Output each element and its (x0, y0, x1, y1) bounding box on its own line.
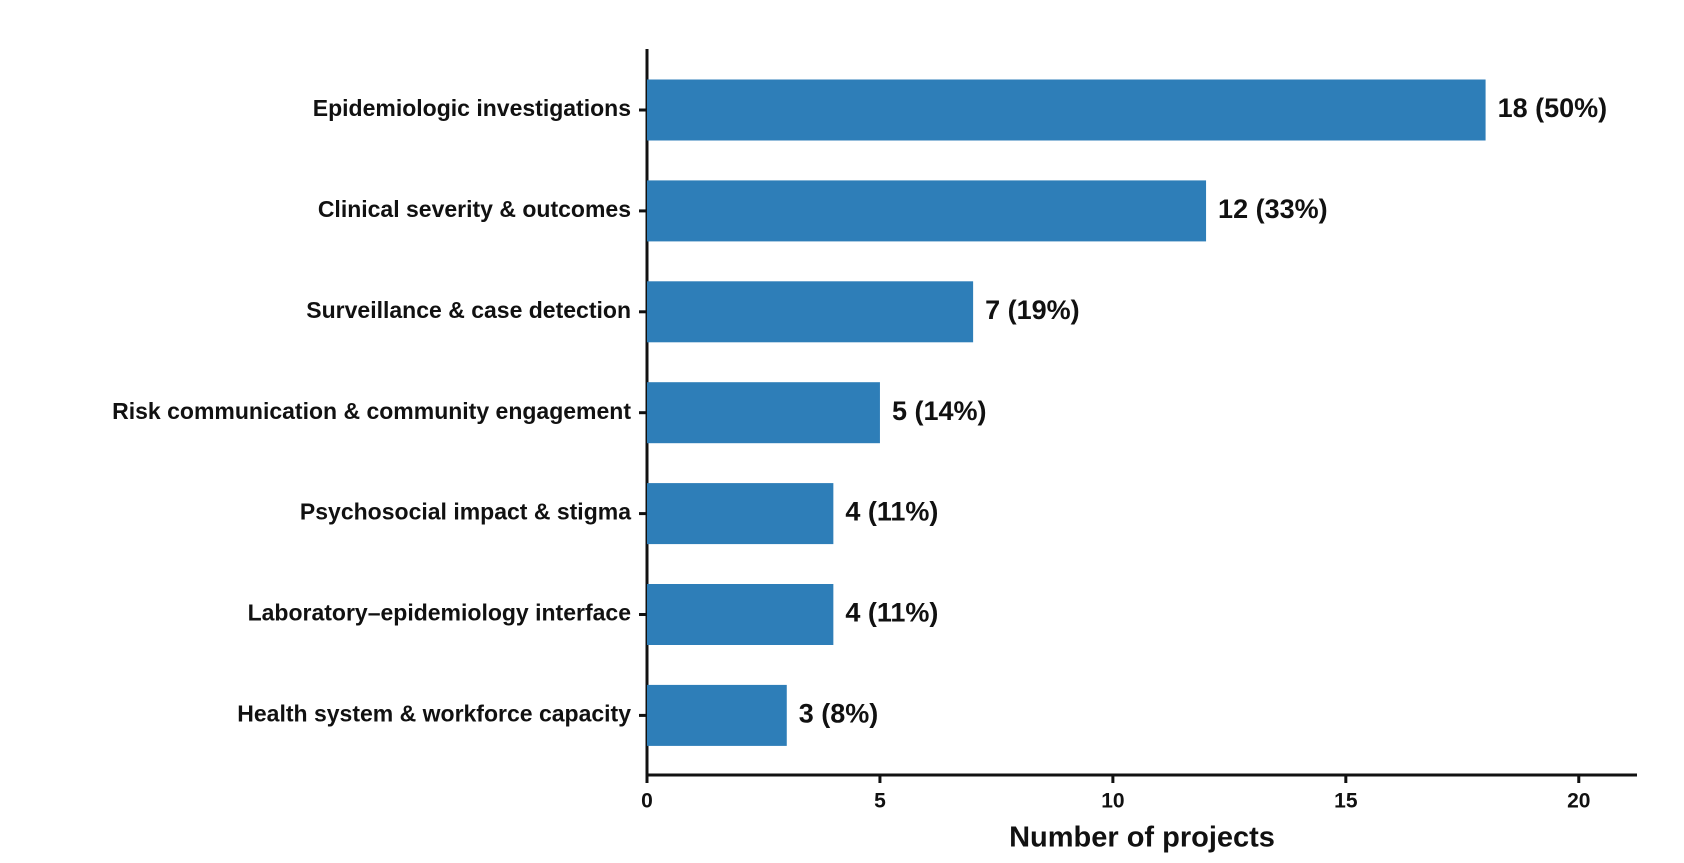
value-label: 12 (33%) (1218, 194, 1328, 224)
x-tick-label: 10 (1101, 790, 1124, 813)
y-tick-label: Surveillance & case detection (306, 297, 631, 323)
value-label: 4 (11%) (845, 598, 938, 628)
x-tick-label: 0 (641, 790, 653, 813)
x-axis-label: Number of projects (1009, 822, 1275, 854)
y-tick-label: Risk communication & community engagemen… (112, 398, 631, 424)
y-tick-label: Health system & workforce capacity (237, 700, 631, 726)
y-tick-label: Clinical severity & outcomes (318, 196, 631, 222)
value-label: 18 (50%) (1498, 93, 1608, 123)
bar (647, 382, 880, 444)
bar (647, 281, 974, 343)
value-label: 3 (8%) (799, 699, 879, 729)
x-tick-label: 5 (874, 790, 886, 813)
value-label: 7 (19%) (985, 295, 1080, 325)
bar (647, 180, 1207, 242)
value-label: 4 (11%) (845, 497, 938, 527)
x-tick-label: 20 (1567, 790, 1590, 813)
y-tick-label: Laboratory–epidemiology interface (248, 600, 631, 626)
bar (647, 684, 787, 746)
bar (647, 79, 1486, 141)
bar (647, 584, 834, 645)
value-label: 5 (14%) (892, 396, 987, 426)
bar (647, 483, 834, 545)
y-tick-label: Epidemiologic investigations (313, 95, 631, 121)
x-tick-label: 15 (1334, 790, 1358, 813)
y-tick-label: Psychosocial impact & stigma (300, 499, 631, 525)
